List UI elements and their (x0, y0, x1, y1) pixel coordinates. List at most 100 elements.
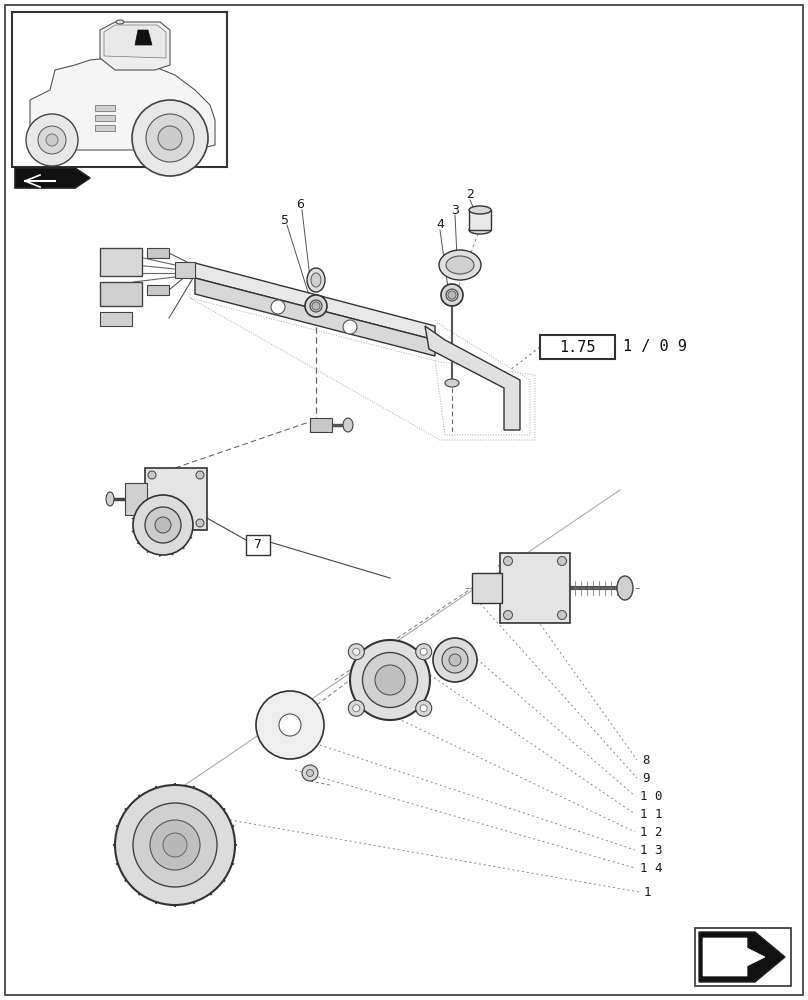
Circle shape (155, 517, 171, 533)
Polygon shape (100, 22, 170, 70)
Text: 1 2: 1 2 (640, 826, 663, 838)
Text: 6: 6 (296, 198, 304, 212)
Circle shape (353, 648, 360, 655)
Circle shape (503, 556, 512, 566)
Ellipse shape (469, 206, 491, 214)
Ellipse shape (617, 576, 633, 600)
Circle shape (26, 114, 78, 166)
Circle shape (348, 700, 364, 716)
Circle shape (196, 519, 204, 527)
Polygon shape (425, 326, 520, 430)
Ellipse shape (256, 691, 324, 759)
Circle shape (148, 519, 156, 527)
Circle shape (415, 644, 431, 660)
Ellipse shape (439, 250, 481, 280)
Ellipse shape (116, 20, 124, 24)
Circle shape (132, 100, 208, 176)
Polygon shape (195, 263, 435, 340)
Bar (175, 262, 195, 278)
Circle shape (46, 134, 58, 146)
Circle shape (353, 705, 360, 712)
Ellipse shape (305, 295, 327, 317)
Ellipse shape (449, 654, 461, 666)
Ellipse shape (375, 665, 405, 695)
Text: 2: 2 (466, 188, 474, 202)
Ellipse shape (446, 256, 474, 274)
Circle shape (348, 644, 364, 660)
Circle shape (343, 320, 357, 334)
Text: 9: 9 (642, 772, 650, 784)
Bar (540, 335, 615, 359)
Circle shape (196, 471, 204, 479)
Circle shape (150, 820, 200, 870)
Circle shape (133, 803, 217, 887)
Text: 1 3: 1 3 (640, 844, 663, 856)
Ellipse shape (311, 273, 321, 287)
Ellipse shape (310, 300, 322, 312)
Ellipse shape (441, 284, 463, 306)
Ellipse shape (350, 640, 430, 720)
Text: 7: 7 (254, 538, 262, 552)
Ellipse shape (106, 492, 114, 506)
Circle shape (146, 114, 194, 162)
Circle shape (420, 705, 427, 712)
Circle shape (163, 833, 187, 857)
Bar (100, 282, 142, 306)
Bar (310, 418, 332, 432)
Circle shape (420, 648, 427, 655)
Bar (100, 312, 132, 326)
Circle shape (312, 302, 320, 310)
Circle shape (115, 785, 235, 905)
Circle shape (271, 300, 285, 314)
Bar (469, 210, 491, 230)
Circle shape (448, 291, 456, 299)
Ellipse shape (302, 765, 318, 781)
Bar (100, 248, 142, 276)
Ellipse shape (442, 647, 468, 673)
Circle shape (558, 610, 566, 619)
Text: 1 4: 1 4 (640, 861, 663, 874)
Text: 3: 3 (451, 204, 459, 217)
Circle shape (148, 471, 156, 479)
Text: 1.75: 1.75 (559, 340, 595, 355)
Ellipse shape (445, 379, 459, 387)
Text: 1 0: 1 0 (640, 790, 663, 802)
Bar (500, 553, 570, 623)
Polygon shape (703, 938, 765, 976)
Ellipse shape (446, 289, 458, 301)
Polygon shape (15, 168, 90, 188)
Bar (95, 115, 115, 121)
Circle shape (38, 126, 66, 154)
Circle shape (415, 700, 431, 716)
Bar (95, 105, 115, 111)
Polygon shape (104, 25, 166, 58)
Ellipse shape (469, 226, 491, 234)
Bar (695, 928, 791, 986)
Circle shape (133, 495, 193, 555)
Circle shape (503, 610, 512, 619)
Ellipse shape (343, 418, 353, 432)
Text: 5: 5 (281, 214, 289, 227)
Polygon shape (195, 278, 435, 356)
Bar (95, 125, 115, 131)
Ellipse shape (307, 268, 325, 292)
Circle shape (558, 556, 566, 566)
Polygon shape (135, 30, 152, 45)
Bar (472, 573, 502, 603)
Ellipse shape (306, 770, 314, 776)
Bar (147, 248, 169, 258)
Bar (125, 483, 147, 515)
Bar (147, 285, 169, 295)
Text: 1 / 0 9: 1 / 0 9 (623, 340, 687, 355)
Bar (145, 468, 207, 530)
Bar (246, 535, 270, 555)
Polygon shape (699, 932, 785, 982)
Bar (12, 12, 227, 167)
Ellipse shape (363, 652, 418, 708)
Circle shape (158, 126, 182, 150)
Ellipse shape (279, 714, 301, 736)
Circle shape (145, 507, 181, 543)
Text: 1: 1 (644, 886, 651, 898)
Polygon shape (30, 58, 215, 150)
Text: 4: 4 (436, 219, 444, 232)
